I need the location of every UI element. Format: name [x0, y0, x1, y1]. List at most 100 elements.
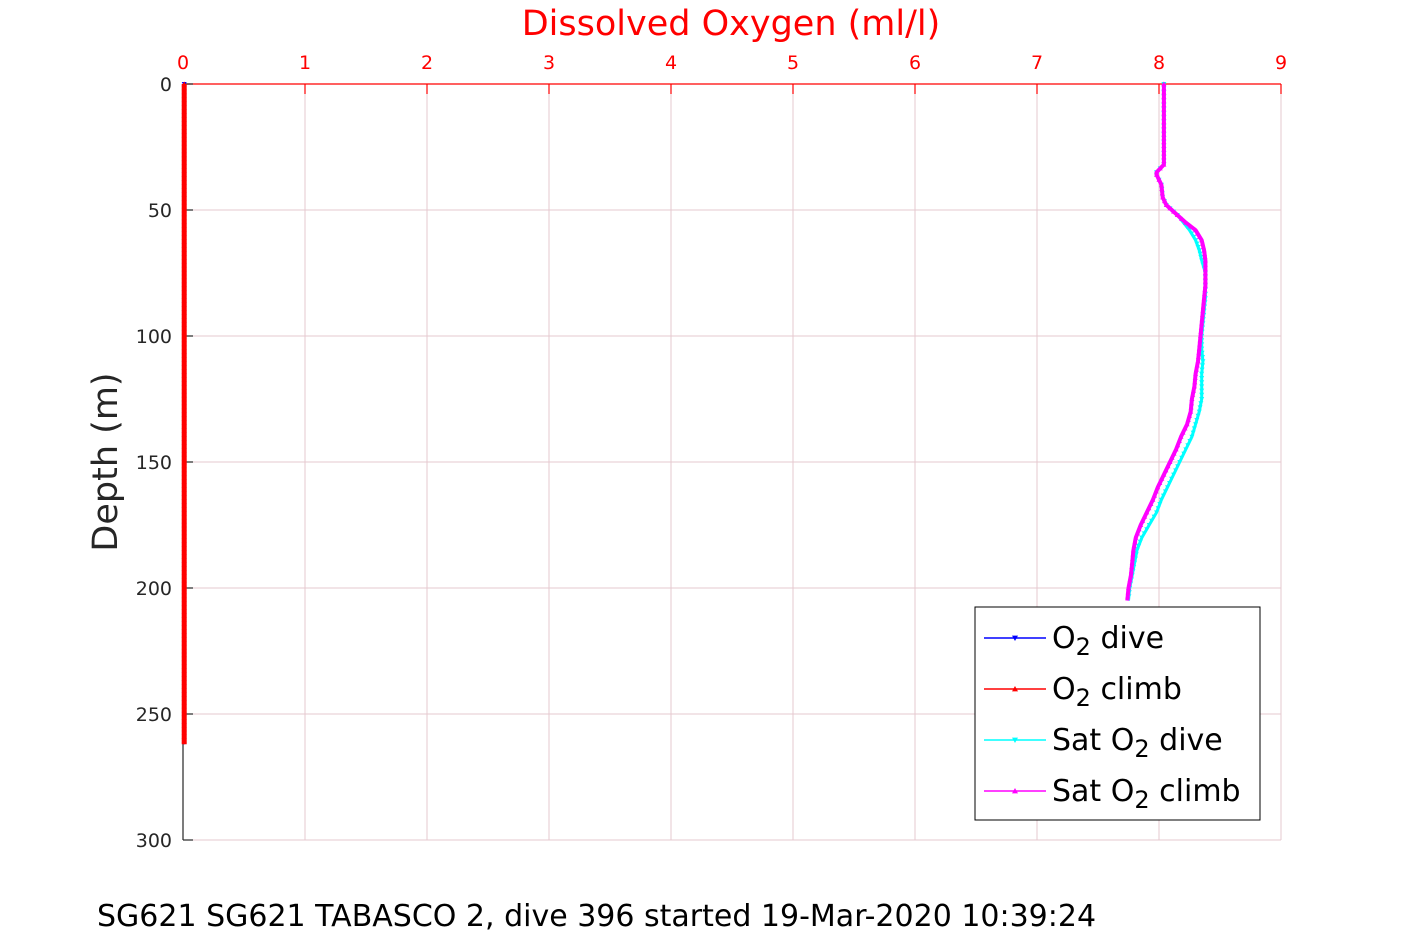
- series-marker-o2_climb: [181, 617, 187, 622]
- series-marker-sat_dive: [1137, 539, 1143, 545]
- series-marker-sat_climb: [1144, 509, 1150, 515]
- legend-label: Sat O2 dive: [1052, 723, 1223, 763]
- legend-label-part: dive: [1091, 621, 1164, 656]
- series-marker-o2_climb: [181, 554, 187, 559]
- series-marker-o2_climb: [181, 392, 187, 398]
- series-marker-o2_climb: [181, 313, 187, 319]
- series-marker-o2_climb: [181, 128, 187, 134]
- series-marker-o2_climb: [181, 463, 187, 468]
- series-marker-sat_climb: [1126, 585, 1131, 590]
- series-marker-o2_climb: [181, 183, 187, 189]
- x-tick-label: 3: [543, 52, 555, 74]
- series-marker-o2_climb: [181, 132, 187, 138]
- x-tick-label: 8: [1153, 52, 1165, 74]
- series-marker-sat_climb: [1171, 451, 1177, 456]
- series-marker-sat_climb: [1130, 547, 1136, 553]
- series-marker-sat_climb: [1193, 371, 1199, 376]
- series-marker-sat_dive: [1199, 380, 1205, 385]
- series-marker-sat_climb: [1157, 165, 1163, 171]
- series-marker-sat_climb: [1154, 169, 1160, 175]
- series-marker-sat_dive: [1194, 241, 1200, 247]
- legend-label-part: Sat O: [1052, 723, 1134, 758]
- series-marker-o2_climb: [181, 526, 187, 531]
- legend-label-part: climb: [1091, 672, 1182, 707]
- series-marker-sat_dive: [1193, 422, 1199, 427]
- series-marker-o2_climb: [181, 109, 187, 114]
- series-marker-o2_climb: [181, 726, 187, 732]
- series-marker-sat_climb: [1130, 551, 1136, 557]
- series-marker-sat_climb: [1163, 202, 1169, 207]
- series-marker-o2_climb: [181, 152, 187, 157]
- series-marker-o2_climb: [181, 487, 187, 492]
- series-marker-o2_climb: [181, 683, 187, 689]
- series-marker-o2_climb: [181, 428, 187, 433]
- series-marker-sat_climb: [1138, 522, 1144, 527]
- series-marker-sat_climb: [1199, 237, 1205, 243]
- series-marker-sat_dive: [1171, 472, 1177, 478]
- series-marker-o2_climb: [181, 404, 187, 409]
- series-marker-o2_climb: [181, 483, 187, 488]
- series-marker-sat_climb: [1161, 150, 1167, 156]
- series-marker-sat_climb: [1197, 337, 1203, 343]
- series-marker-o2_climb: [181, 156, 187, 161]
- series-marker-o2_climb: [181, 656, 187, 661]
- series-marker-sat_climb: [1153, 488, 1159, 494]
- series-marker-sat_dive: [1144, 527, 1150, 532]
- series-marker-sat_climb: [1160, 194, 1166, 200]
- series-marker-sat_dive: [1198, 401, 1204, 406]
- series-marker-o2_climb: [181, 471, 187, 476]
- series-marker-o2_climb: [181, 624, 187, 630]
- series-marker-sat_climb: [1183, 220, 1189, 225]
- series-marker-o2_climb: [181, 148, 187, 153]
- series-marker-o2_climb: [181, 270, 187, 275]
- series-marker-sat_climb: [1152, 493, 1158, 498]
- series-marker-sat_climb: [1161, 110, 1167, 116]
- series-marker-sat_climb: [1202, 283, 1208, 288]
- series-marker-sat_climb: [1159, 476, 1165, 481]
- x-tick-label: 5: [787, 52, 799, 74]
- series-marker-sat_dive: [1154, 510, 1160, 515]
- legend-label-part: O: [1052, 621, 1076, 656]
- series-marker-o2_climb: [181, 648, 187, 653]
- series-marker-o2_climb: [181, 176, 187, 181]
- series-marker-sat_dive: [1155, 506, 1161, 511]
- series-marker-sat_dive: [1185, 443, 1191, 448]
- series-marker-o2_climb: [181, 494, 187, 500]
- series-marker-sat_climb: [1200, 304, 1206, 309]
- series-marker-o2_climb: [181, 569, 187, 575]
- series-marker-sat_climb: [1202, 278, 1208, 284]
- series-marker-o2_climb: [181, 250, 187, 256]
- series-marker-o2_climb: [181, 593, 187, 598]
- series-marker-o2_climb: [181, 719, 187, 724]
- series-marker-o2_climb: [181, 396, 187, 401]
- series-marker-sat_climb: [1185, 417, 1191, 422]
- legend-swatch-marker: [1012, 635, 1018, 641]
- series-marker-o2_climb: [181, 246, 187, 252]
- series-marker-sat_dive: [1175, 464, 1181, 469]
- series-marker-o2_climb: [181, 254, 187, 260]
- series-marker-o2_climb: [181, 691, 187, 697]
- series-marker-o2_climb: [181, 203, 187, 209]
- series-marker-o2_climb: [181, 730, 187, 735]
- series-marker-o2_climb: [181, 219, 187, 224]
- series-marker-sat_dive: [1199, 388, 1205, 394]
- series-marker-sat_dive: [1189, 231, 1195, 237]
- series-marker-o2_climb: [181, 85, 187, 90]
- series-marker-o2_climb: [181, 565, 187, 571]
- series-marker-o2_climb: [181, 168, 187, 173]
- series-marker-sat_dive: [1157, 502, 1163, 507]
- series-marker-o2_climb: [181, 479, 187, 484]
- series-marker-o2_climb: [181, 498, 187, 504]
- series-marker-sat_climb: [1163, 467, 1169, 473]
- series-marker-o2_climb: [181, 644, 187, 650]
- series-marker-o2_climb: [181, 577, 187, 583]
- series-marker-o2_climb: [181, 459, 187, 464]
- series-marker-o2_climb: [181, 455, 187, 461]
- series-marker-sat_dive: [1199, 397, 1205, 402]
- series-marker-o2_climb: [181, 388, 187, 394]
- series-marker-o2_climb: [181, 542, 187, 547]
- x-tick-label: 2: [421, 52, 433, 74]
- series-marker-sat_climb: [1161, 94, 1167, 99]
- series-marker-o2_climb: [181, 703, 187, 709]
- series-marker-sat_dive: [1165, 485, 1171, 490]
